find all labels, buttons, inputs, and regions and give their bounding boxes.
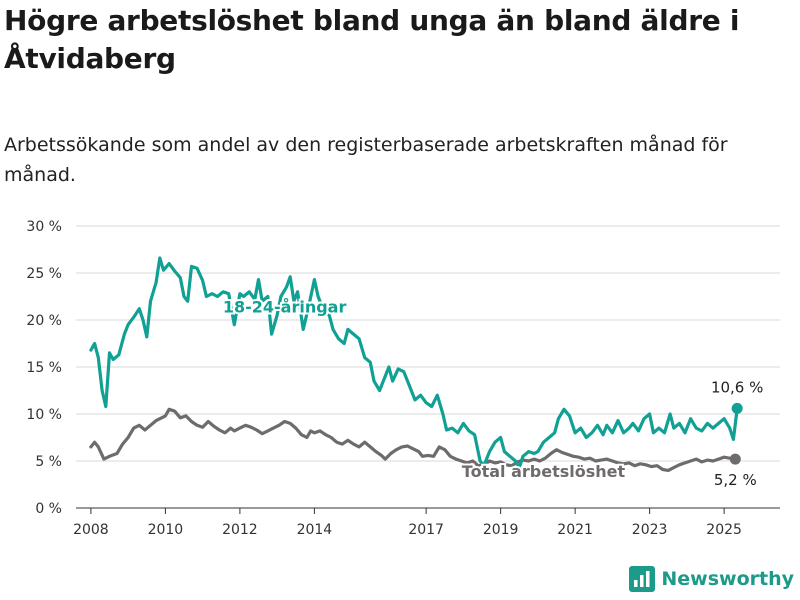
x-tick-label: 2025 bbox=[706, 522, 742, 538]
end-label-18-24: 10,6 % bbox=[711, 378, 763, 396]
y-tick-label: 25 % bbox=[26, 266, 62, 282]
line-chart: 0 %5 %10 %15 %20 %25 %30 % 2008 2010 2012 2… bbox=[26, 219, 780, 538]
x-tick-label: 2010 bbox=[148, 522, 184, 538]
y-tick-label: 30 % bbox=[26, 219, 62, 235]
y-tick-label: 20 % bbox=[26, 313, 62, 329]
y-tick-label: 0 % bbox=[35, 501, 62, 517]
series-line-18-24 bbox=[89, 256, 739, 470]
x-tick-label: 2012 bbox=[222, 522, 258, 538]
y-tick-label: 5 % bbox=[35, 454, 62, 470]
x-tick-label: 2019 bbox=[483, 522, 519, 538]
chart-title: Högre arbetslöshet bland unga än bland ä… bbox=[4, 4, 740, 75]
end-point-18-24 bbox=[731, 402, 743, 414]
newsworthy-brand: Newsworthy bbox=[629, 566, 794, 592]
series-lines bbox=[89, 256, 743, 472]
x-tick-label: 2014 bbox=[297, 522, 333, 538]
x-tick-label: 2008 bbox=[73, 522, 109, 538]
newsworthy-logo-icon bbox=[629, 566, 656, 592]
series-line-total bbox=[89, 407, 737, 472]
series-labels: 18-24-åringar Total arbetslöshet 10,6 % 5,2… bbox=[221, 295, 764, 489]
brand-name: Newsworthy bbox=[661, 568, 794, 590]
x-tick-label: 2017 bbox=[408, 522, 444, 538]
y-tick-label: 10 % bbox=[26, 407, 62, 423]
y-axis-tick-labels: 0 % 5 % 10 % 15 % 20 % 25 % 30 % bbox=[26, 219, 62, 517]
end-point-total bbox=[729, 453, 741, 465]
end-label-total: 5,2 % bbox=[714, 471, 757, 489]
x-tick-label: 2021 bbox=[557, 522, 593, 538]
chart-subtitle: Arbetssökande som andel av den registerb… bbox=[4, 134, 728, 186]
x-axis: 2008 2010 2012 2014 2017 2019 2021 2023 2025 bbox=[73, 508, 742, 538]
series-label-18-24: 18-24-åringar bbox=[223, 297, 347, 316]
y-tick-label: 15 % bbox=[26, 360, 62, 376]
grid-lines bbox=[76, 225, 780, 509]
series-label-total: Total arbetslöshet bbox=[462, 462, 626, 481]
x-tick-label: 2023 bbox=[632, 522, 668, 538]
